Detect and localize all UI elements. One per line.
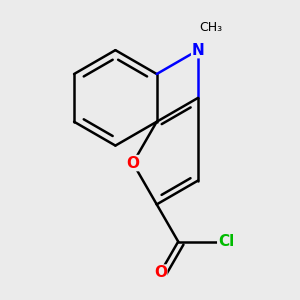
Text: CH₃: CH₃ [200, 21, 223, 34]
Text: O: O [126, 156, 140, 171]
Text: O: O [154, 265, 167, 280]
Text: N: N [192, 43, 204, 58]
Text: Cl: Cl [218, 234, 234, 249]
